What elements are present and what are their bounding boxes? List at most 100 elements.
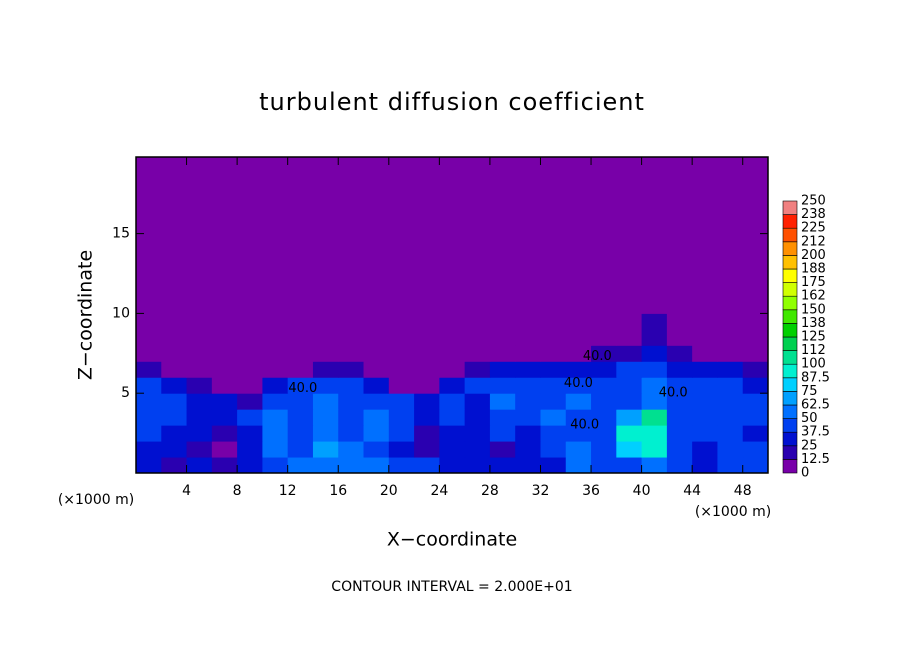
cell xyxy=(287,313,314,346)
colorbar-label: 125 xyxy=(801,330,826,345)
cell xyxy=(388,425,415,442)
cell xyxy=(515,345,541,362)
cell xyxy=(439,377,466,394)
y-tick-label: 10 xyxy=(112,305,130,321)
cell xyxy=(388,377,415,394)
cell xyxy=(414,157,440,314)
cell xyxy=(237,313,263,346)
cell xyxy=(641,457,668,474)
x-tick-label: 24 xyxy=(430,483,448,499)
cell xyxy=(641,393,668,410)
cell xyxy=(565,457,592,474)
cell xyxy=(439,425,466,442)
cell xyxy=(666,457,693,474)
cell xyxy=(363,441,390,458)
cell xyxy=(439,441,466,458)
cell xyxy=(742,441,769,458)
cell xyxy=(489,425,516,442)
cell xyxy=(692,409,718,426)
cell xyxy=(287,425,314,442)
cell xyxy=(515,409,541,426)
cell xyxy=(237,457,263,474)
cell xyxy=(439,313,466,346)
cell xyxy=(540,157,567,314)
colorbar-label: 100 xyxy=(801,357,826,372)
cell xyxy=(616,457,643,474)
cell xyxy=(312,457,339,474)
cell xyxy=(363,313,390,346)
cell xyxy=(565,313,592,346)
cell xyxy=(515,425,541,442)
cell xyxy=(616,377,643,394)
cell xyxy=(161,457,188,474)
cell xyxy=(515,393,541,410)
cell xyxy=(211,425,238,442)
cell xyxy=(414,457,440,474)
cell xyxy=(692,361,718,378)
cell xyxy=(338,361,365,378)
cell xyxy=(515,377,541,394)
cell xyxy=(186,457,213,474)
cell xyxy=(161,377,188,394)
cell xyxy=(742,157,769,314)
cell xyxy=(262,345,289,362)
colorbar-label: 75 xyxy=(801,384,818,399)
cell xyxy=(742,377,769,394)
y-tick-label: 5 xyxy=(121,385,130,401)
cell xyxy=(136,377,162,394)
cell xyxy=(414,425,440,442)
cell xyxy=(262,361,289,378)
cell xyxy=(363,345,390,362)
cell xyxy=(591,393,617,410)
cell xyxy=(489,377,516,394)
cell xyxy=(287,157,314,314)
cell xyxy=(616,361,643,378)
colorbar-bin xyxy=(782,255,798,270)
cell xyxy=(312,361,339,378)
cell xyxy=(161,393,188,410)
contour-label: 40.0 xyxy=(583,349,612,364)
cell xyxy=(312,157,339,314)
x-tick-label: 12 xyxy=(279,483,297,499)
cell xyxy=(464,425,491,442)
cell xyxy=(591,457,617,474)
cell xyxy=(489,313,516,346)
cell xyxy=(464,441,491,458)
colorbar-bin xyxy=(782,268,798,283)
x-tick-label: 48 xyxy=(734,483,752,499)
cell xyxy=(666,361,693,378)
cell xyxy=(136,361,162,378)
cell xyxy=(211,441,238,458)
cell xyxy=(565,361,592,378)
cell xyxy=(312,425,339,442)
cell xyxy=(312,313,339,346)
cell xyxy=(186,425,213,442)
x-tick-label: 8 xyxy=(233,483,242,499)
cell xyxy=(565,441,592,458)
cell xyxy=(540,313,567,346)
cell xyxy=(287,361,314,378)
cell xyxy=(641,409,668,426)
cell xyxy=(287,409,314,426)
cell xyxy=(161,157,188,314)
cell xyxy=(338,393,365,410)
cell xyxy=(237,393,263,410)
cell xyxy=(312,409,339,426)
cell xyxy=(414,393,440,410)
cell xyxy=(388,345,415,362)
cell xyxy=(591,157,617,314)
cell xyxy=(717,313,744,346)
cell xyxy=(692,377,718,394)
cell xyxy=(414,361,440,378)
cell xyxy=(211,361,238,378)
colorbar-label: 112 xyxy=(801,343,826,358)
x-tick-label: 32 xyxy=(532,483,550,499)
cell xyxy=(641,157,668,314)
colorbar-bin xyxy=(782,241,798,256)
colorbar-bin xyxy=(782,377,798,392)
cell xyxy=(666,409,693,426)
cell xyxy=(136,457,162,474)
cell xyxy=(742,425,769,442)
x-tick-label: 20 xyxy=(380,483,398,499)
